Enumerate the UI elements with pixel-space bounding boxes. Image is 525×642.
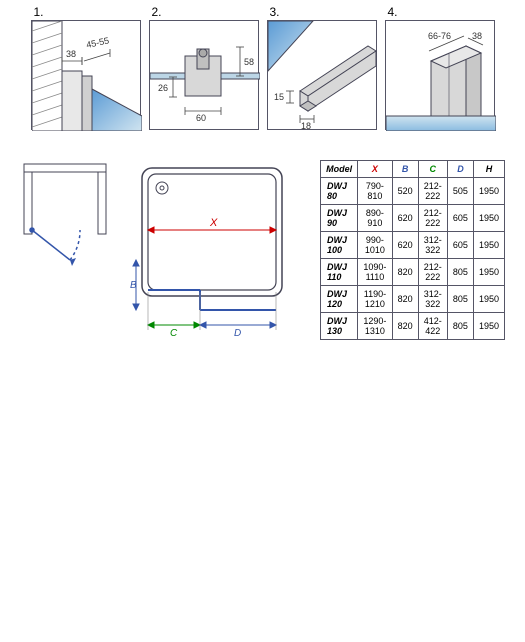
th-model: Model bbox=[321, 161, 358, 178]
th-d: D bbox=[447, 161, 473, 178]
detail-3-label: 3. bbox=[270, 5, 280, 19]
detail-1: 1. bbox=[31, 20, 141, 130]
dim-66-76: 66-76 bbox=[428, 31, 451, 41]
detail-1-label: 1. bbox=[34, 5, 44, 19]
dim-15: 15 bbox=[274, 92, 284, 102]
detail-3: 3. 15 18 bbox=[267, 20, 377, 130]
dim-58: 58 bbox=[244, 57, 254, 67]
th-b: B bbox=[392, 161, 418, 178]
spec-table: Model X B C D H DWJ 80790-810520212-2225… bbox=[320, 160, 505, 340]
table-row: DWJ 1301290-1310820412-4228051950 bbox=[321, 313, 505, 340]
dim-26: 26 bbox=[158, 83, 168, 93]
detail-2-label: 2. bbox=[152, 5, 162, 19]
table-row: DWJ 1201190-1210820312-3228051950 bbox=[321, 286, 505, 313]
detail-3-svg: 15 18 bbox=[268, 21, 378, 131]
table-row: DWJ 1101090-1110820212-2228051950 bbox=[321, 259, 505, 286]
dim-45-55: 45-55 bbox=[85, 35, 110, 50]
detail-4-svg: 66-76 38 bbox=[386, 21, 496, 131]
dim-38b: 38 bbox=[472, 31, 482, 41]
dim-18: 18 bbox=[301, 121, 311, 131]
detail-2: 2. 58 26 60 bbox=[149, 20, 259, 130]
plan-label-d: D bbox=[234, 328, 241, 339]
detail-4: 4. 66-76 38 bbox=[385, 20, 495, 130]
plan-label-b: B bbox=[130, 280, 137, 291]
main-row: X B C D bbox=[20, 160, 505, 353]
dim-38: 38 bbox=[66, 49, 76, 59]
detail-4-label: 4. bbox=[388, 5, 398, 19]
swing-diagram bbox=[20, 160, 110, 283]
plan-label-x: X bbox=[209, 217, 218, 229]
th-x: X bbox=[358, 161, 392, 178]
th-c: C bbox=[418, 161, 447, 178]
detail-row: 1. bbox=[20, 20, 505, 130]
spec-table-wrap: Model X B C D H DWJ 80790-810520212-2225… bbox=[320, 160, 505, 340]
dim-60: 60 bbox=[196, 113, 206, 123]
table-row: DWJ 80790-810520212-2225051950 bbox=[321, 178, 505, 205]
plan-diagram: X B C D bbox=[130, 160, 300, 353]
plan-label-c: C bbox=[170, 328, 178, 339]
th-h: H bbox=[473, 161, 504, 178]
table-row: DWJ 90890-910620212-2226051950 bbox=[321, 205, 505, 232]
detail-1-svg: 38 45-55 bbox=[32, 21, 142, 131]
table-row: DWJ 100990-1010620312-3226051950 bbox=[321, 232, 505, 259]
detail-2-svg: 58 26 60 bbox=[150, 21, 260, 131]
